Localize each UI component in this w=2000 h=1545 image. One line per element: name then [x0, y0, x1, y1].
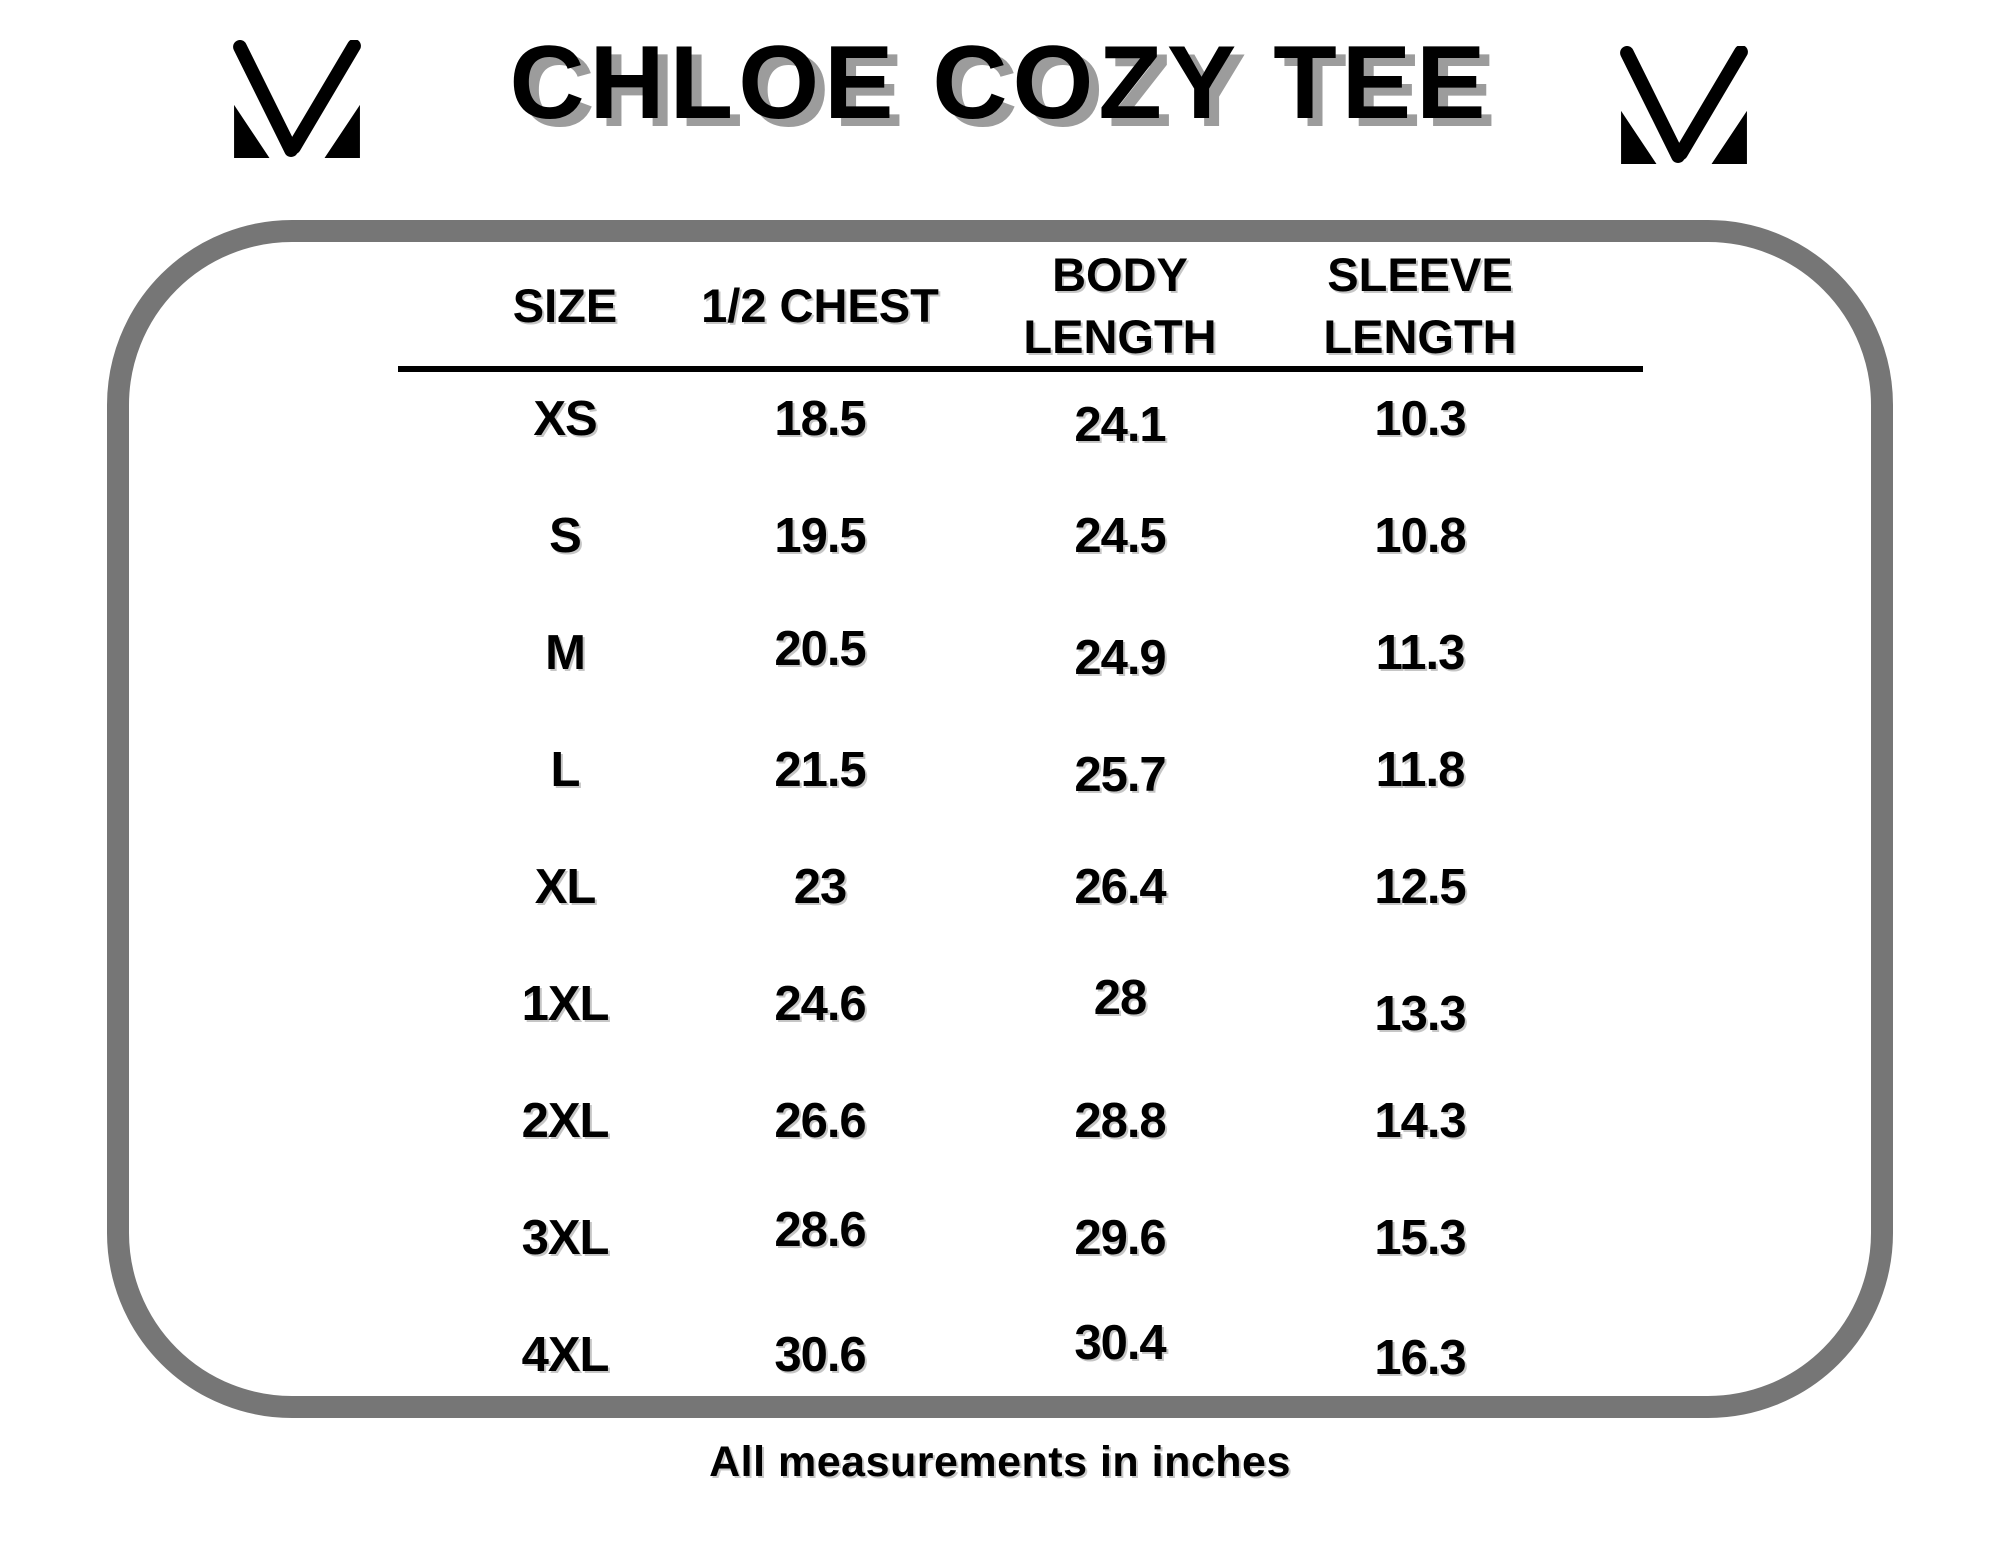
cell-half-chest: 26.6 [774, 1093, 866, 1148]
cell-size: S [549, 508, 582, 563]
cell-body-length: 30.4 [1074, 1315, 1166, 1370]
page-title: CHLOE COZY TEE [509, 25, 1491, 141]
cell-sleeve-length: 13.3 [1374, 986, 1466, 1041]
cell-body-length: 28 [1093, 970, 1148, 1025]
size-table-header: SIZE 1/2 CHEST BODY LENGTH SLEEVE LENGTH [398, 244, 1517, 366]
column-header-body-length: BODY LENGTH [1023, 248, 1217, 364]
cell-size: XL [534, 859, 597, 914]
cell-half-chest: 30.6 [774, 1327, 866, 1382]
cell-size: XS [533, 391, 597, 446]
table-row: XL 23 26.4 12.5 [398, 828, 1508, 945]
cell-sleeve-length: 10.8 [1374, 508, 1466, 563]
cell-half-chest: 24.6 [774, 976, 866, 1031]
cell-sleeve-length: 11.8 [1375, 742, 1466, 797]
cell-sleeve-length: 15.3 [1374, 1210, 1466, 1265]
m-monogram-logo-icon [1620, 46, 1748, 164]
table-row: XS 18.5 24.1 10.3 [398, 360, 1508, 477]
cell-size: 3XL [521, 1210, 610, 1265]
size-table-body: XS 18.5 24.1 10.3 S 19.5 24.5 10.8 M 20.… [398, 360, 1508, 1413]
column-header-size: SIZE [512, 279, 618, 333]
cell-size: M [545, 625, 586, 680]
table-row: 4XL 30.6 30.4 16.3 [398, 1296, 1508, 1413]
table-row: S 19.5 24.5 10.8 [398, 477, 1508, 594]
cell-body-length: 24.9 [1074, 630, 1166, 685]
cell-size: 1XL [521, 976, 610, 1031]
cell-body-length: 29.6 [1074, 1210, 1166, 1265]
cell-half-chest: 21.5 [774, 742, 866, 797]
cell-sleeve-length: 10.3 [1374, 391, 1466, 446]
measurements-note: All measurements in inches [709, 1438, 1291, 1486]
header-underline [398, 366, 1643, 372]
table-row: 2XL 26.6 28.8 14.3 [398, 1062, 1508, 1179]
cell-sleeve-length: 11.3 [1375, 625, 1466, 680]
m-monogram-logo-icon [233, 40, 361, 158]
table-row: M 20.5 24.9 11.3 [398, 594, 1508, 711]
cell-half-chest: 28.6 [774, 1202, 866, 1257]
cell-body-length: 25.7 [1074, 747, 1166, 802]
cell-size: 2XL [521, 1093, 610, 1148]
cell-body-length: 24.1 [1074, 397, 1166, 452]
size-chart-panel [107, 220, 1893, 1418]
cell-sleeve-length: 14.3 [1374, 1093, 1466, 1148]
cell-half-chest: 23 [793, 859, 848, 914]
cell-half-chest: 18.5 [774, 391, 866, 446]
cell-sleeve-length: 12.5 [1374, 859, 1466, 914]
table-row: L 21.5 25.7 11.8 [398, 711, 1508, 828]
cell-body-length: 28.8 [1074, 1093, 1166, 1148]
cell-body-length: 26.4 [1074, 859, 1166, 914]
table-row: 1XL 24.6 28 13.3 [398, 945, 1508, 1062]
table-row: 3XL 28.6 29.6 15.3 [398, 1179, 1508, 1296]
cell-size: L [550, 742, 581, 797]
cell-size: 4XL [521, 1327, 610, 1382]
cell-body-length: 24.5 [1074, 508, 1166, 563]
cell-half-chest: 19.5 [774, 508, 866, 563]
column-header-sleeve-length: SLEEVE LENGTH [1323, 248, 1517, 364]
cell-sleeve-length: 16.3 [1374, 1330, 1466, 1385]
column-header-half-chest: 1/2 CHEST [701, 279, 939, 333]
cell-half-chest: 20.5 [774, 621, 866, 676]
